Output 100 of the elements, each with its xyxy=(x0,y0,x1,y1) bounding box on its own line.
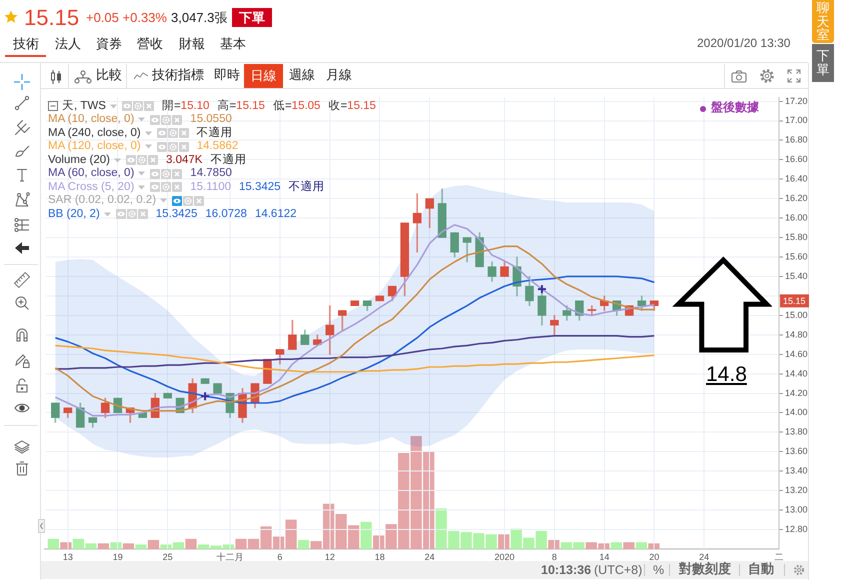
annotation: 開= xyxy=(162,100,181,112)
text: 自動 xyxy=(748,561,774,577)
x-tick-label: 十二月 xyxy=(216,552,244,562)
annotation: 不適用 xyxy=(196,126,233,140)
x-tick-label: 14 xyxy=(599,552,610,562)
bar xyxy=(548,540,560,549)
y-tick-label: 16.40 xyxy=(785,174,808,184)
x-tick-label: 19 xyxy=(112,552,123,562)
annotation: MA (240, close, 0) xyxy=(48,126,141,140)
annotation: 3.047K xyxy=(166,154,202,166)
y-tick-label: 13.60 xyxy=(785,446,808,456)
y-tick-label: 15.00 xyxy=(785,310,808,320)
annotation: 15.15 xyxy=(783,296,806,306)
x-tick-label: 18 xyxy=(374,552,385,562)
y-tick-label: 14.20 xyxy=(785,388,808,398)
y-tick-label: 15.40 xyxy=(785,270,808,281)
text: 10:13:36 xyxy=(541,563,592,578)
y-tick-label: 15.60 xyxy=(785,252,808,262)
bar xyxy=(48,538,60,549)
button: 下單 xyxy=(232,8,272,27)
text: 對數刻度 xyxy=(679,561,731,577)
x-tick-label: 6 xyxy=(277,552,282,562)
y-tick-label: 17.20 xyxy=(785,96,808,106)
annotation: 15.3425 xyxy=(156,208,198,220)
y-tick-label: 14.60 xyxy=(785,348,808,359)
text: 資券 xyxy=(96,36,122,52)
x-tick-label: 24 xyxy=(699,552,710,562)
text: MA (120, close, 0) xyxy=(48,140,141,153)
text: 下單 xyxy=(816,48,830,76)
text: MA (60, close, 0) xyxy=(48,167,134,180)
bar xyxy=(122,543,134,549)
text: 3,047.3張 xyxy=(171,10,228,26)
text: 技術 xyxy=(13,36,39,52)
annotation: 15.0550 xyxy=(190,113,232,126)
y-tick-label: 16.00 xyxy=(785,212,808,223)
x-tick-label: 20 xyxy=(649,552,660,562)
x-tick-label: 二 xyxy=(774,552,784,562)
bar xyxy=(185,538,197,549)
text: 2020/01/20 13:30 xyxy=(697,36,790,51)
annotation: 14.7850 xyxy=(190,167,232,180)
text: (UTC+8) xyxy=(594,563,642,578)
annotation: 天, TWS xyxy=(62,100,106,112)
y-tick-label: 16.80 xyxy=(785,134,808,145)
bar xyxy=(148,540,160,549)
x-tick-label: 13 xyxy=(62,552,73,562)
text: 技術指標 xyxy=(152,67,204,83)
annotation: 14.8 xyxy=(706,363,747,386)
bar xyxy=(498,534,510,549)
annotation: 不適用 xyxy=(210,154,246,166)
x-tick-label: 2020 xyxy=(494,552,515,562)
annotation: SAR (0.02, 0.02, 0.2) xyxy=(48,194,156,207)
annotation: 14.6122 xyxy=(254,208,297,220)
annotation: 15.10 xyxy=(180,100,210,112)
bar xyxy=(360,522,372,549)
y-tick-label: 15.80 xyxy=(785,232,808,242)
text: BB (20, 2) xyxy=(48,208,100,220)
y-tick-label: 14.80 xyxy=(785,329,808,340)
bar xyxy=(623,542,634,549)
annotation: 16.0728 xyxy=(205,208,247,220)
text: MA Cross (5, 20) xyxy=(48,180,134,194)
bar xyxy=(110,542,122,549)
y-tick-label: 13.80 xyxy=(785,426,808,437)
annotation: 14.5862 xyxy=(196,140,238,153)
tab: 日線 xyxy=(244,64,283,88)
text: 15.15 xyxy=(24,5,80,30)
text: 基本 xyxy=(220,36,246,52)
text: 即時 xyxy=(214,67,240,83)
bar xyxy=(98,543,110,549)
bar xyxy=(135,544,147,549)
annotation: 15.15 xyxy=(236,100,265,112)
x-tick-label: 24 xyxy=(424,552,435,562)
x-tick-label: 8 xyxy=(552,552,557,562)
bar xyxy=(610,542,622,549)
y-tick-label: 14.00 xyxy=(785,407,808,418)
text: 週線 xyxy=(289,67,315,83)
y-tick-label: 13.40 xyxy=(785,466,808,476)
y-tick-label: 13.20 xyxy=(785,485,808,496)
bar xyxy=(298,540,310,549)
annotation: 15.1100 xyxy=(190,180,231,194)
y-tick-label: 16.20 xyxy=(785,193,808,204)
annotation: 15.15 xyxy=(347,100,376,112)
annotation: 收= xyxy=(328,100,348,112)
text: % xyxy=(653,563,664,578)
bar xyxy=(60,542,72,549)
text: 財報 xyxy=(179,36,205,52)
annotation: 高= xyxy=(217,100,236,112)
annotation: 15.05 xyxy=(292,100,320,112)
text: MA (10, close, 0) xyxy=(48,113,134,126)
x-tick-label: 12 xyxy=(324,552,335,562)
text: 營收 xyxy=(137,36,163,52)
x-tick-label: 25 xyxy=(162,552,173,562)
annotation: 低= xyxy=(272,100,292,112)
text: 聊天室 xyxy=(816,0,830,42)
text: +0.05 +0.33% xyxy=(86,10,167,26)
y-tick-label: 13.00 xyxy=(785,504,808,515)
annotation: 15.3425 xyxy=(239,180,281,194)
y-tick-label: 14.40 xyxy=(785,368,808,378)
text: 月線 xyxy=(326,67,352,83)
y-tick-label: 17.00 xyxy=(785,115,808,126)
y-tick-label: 16.60 xyxy=(785,154,808,164)
